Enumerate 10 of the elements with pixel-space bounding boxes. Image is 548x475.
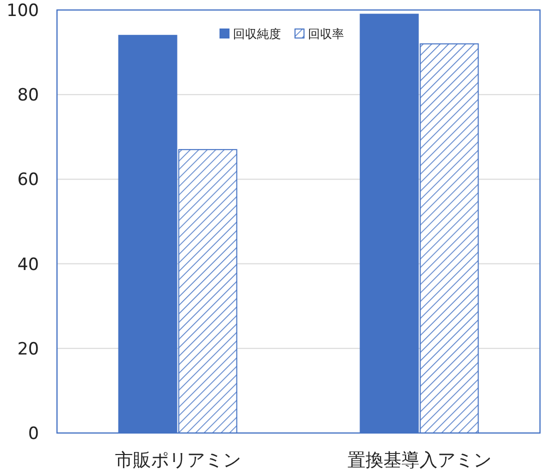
- y-tick-label: 20: [17, 339, 39, 360]
- y-tick-label: 40: [17, 254, 39, 275]
- y-tick-label: 80: [17, 86, 39, 106]
- y-tick-label: 0: [28, 424, 39, 444]
- legend-label: 回収率: [308, 27, 344, 41]
- y-tick-label: 60: [17, 170, 39, 190]
- x-tick-label: 置換基導入アミン: [347, 450, 492, 471]
- x-tick-label: 市販ポリアミン: [114, 450, 241, 471]
- y-tick-label: 100: [6, 1, 39, 21]
- legend-label: 回収純度: [233, 27, 281, 41]
